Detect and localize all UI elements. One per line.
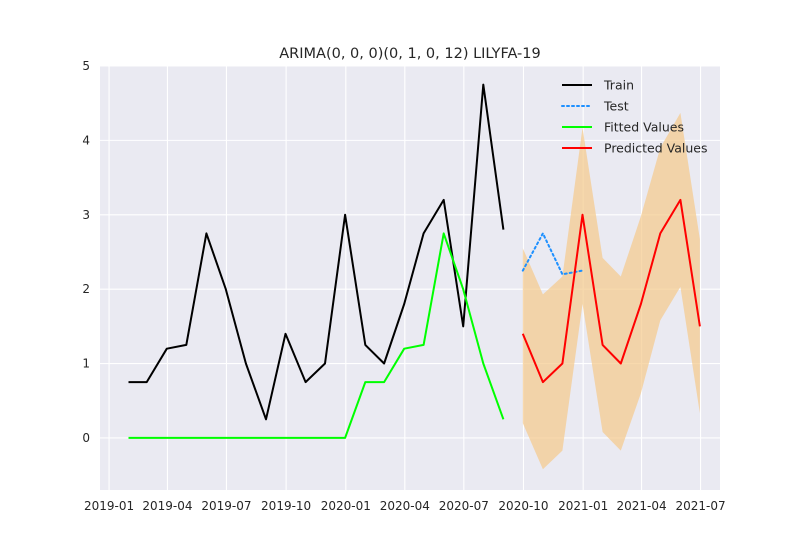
train-line (128, 83, 505, 421)
x-tick-label: 2020-07 (439, 499, 489, 513)
chart-title: ARIMA(0, 0, 0)(0, 1, 0, 12) LILYFA-19 (279, 46, 541, 62)
series-layer (128, 83, 701, 439)
x-tick-label: 2021-04 (616, 499, 666, 513)
x-tick-label: 2019-01 (84, 499, 134, 513)
legend-label: Test (603, 99, 629, 114)
x-tick-labels: 2019-01 2019-04 2019-07 2019-10 2020-01 2020-… (84, 499, 726, 513)
y-tick-label: 4 (82, 133, 90, 147)
x-tick-label: 2021-01 (558, 499, 608, 513)
x-tick-label: 2019-07 (201, 499, 251, 513)
fitted-values-line (128, 232, 505, 439)
predicted-values-line (521, 198, 701, 384)
legend-label: Predicted Values (604, 141, 708, 156)
x-tick-label: 2019-04 (142, 499, 192, 513)
y-tick-labels: 0 1 2 3 4 5 (82, 59, 90, 445)
x-tick-label: 2020-10 (498, 499, 548, 513)
x-tick-label: 2019-10 (261, 499, 311, 513)
legend-label: Train (603, 78, 634, 93)
y-tick-label: 5 (82, 59, 90, 73)
y-tick-label: 2 (82, 282, 90, 296)
legend: Train Test Fitted Values Predicted Values (561, 78, 708, 156)
x-tick-label: 2021-07 (675, 499, 725, 513)
confidence-band-layer (522, 112, 700, 470)
y-tick-label: 0 (82, 431, 90, 445)
x-tick-label: 2020-01 (321, 499, 371, 513)
confidence-interval-band (522, 112, 700, 470)
legend-label: Fitted Values (604, 120, 684, 135)
y-tick-label: 3 (82, 208, 90, 222)
test-line (521, 232, 584, 276)
x-tick-label: 2020-04 (380, 499, 430, 513)
y-tick-label: 1 (82, 357, 90, 371)
